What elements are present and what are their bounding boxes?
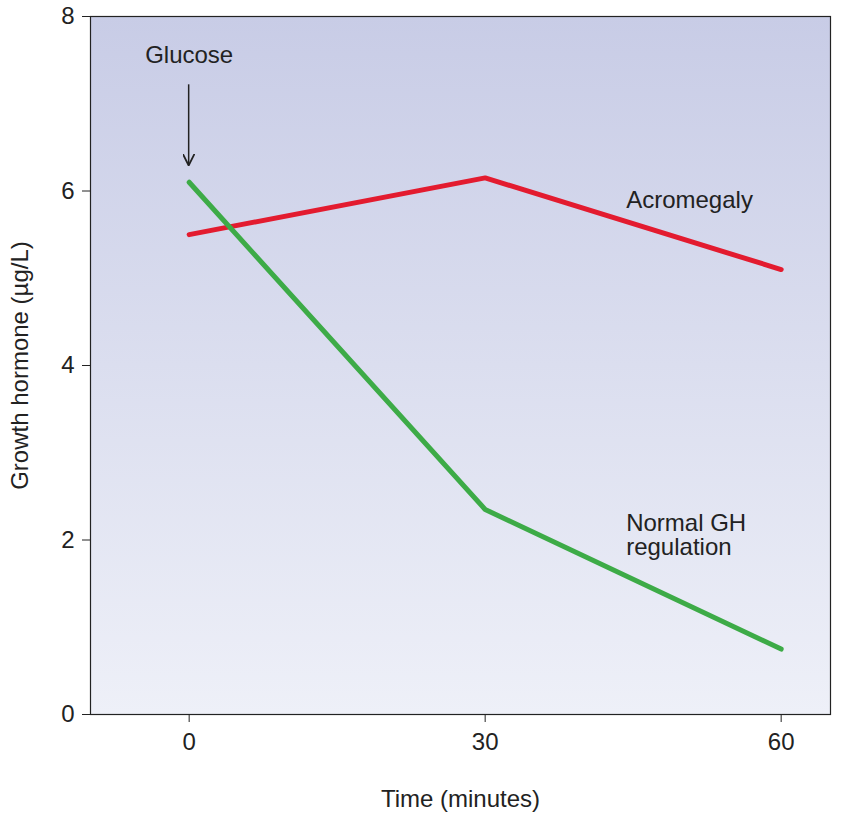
svg-text:Acromegaly: Acromegaly (626, 186, 753, 213)
svg-text:4: 4 (61, 351, 74, 378)
svg-text:Normal GHregulation: Normal GHregulation (626, 509, 746, 560)
svg-text:Growth hormone (µg/L): Growth hormone (µg/L) (6, 241, 33, 490)
svg-text:Time (minutes): Time (minutes) (381, 785, 540, 812)
svg-text:Glucose: Glucose (145, 41, 233, 68)
svg-text:0: 0 (61, 700, 74, 727)
svg-text:8: 8 (61, 2, 74, 29)
svg-text:30: 30 (472, 728, 499, 755)
svg-text:60: 60 (768, 728, 795, 755)
svg-text:2: 2 (61, 526, 74, 553)
svg-text:0: 0 (182, 728, 195, 755)
svg-text:6: 6 (61, 177, 74, 204)
